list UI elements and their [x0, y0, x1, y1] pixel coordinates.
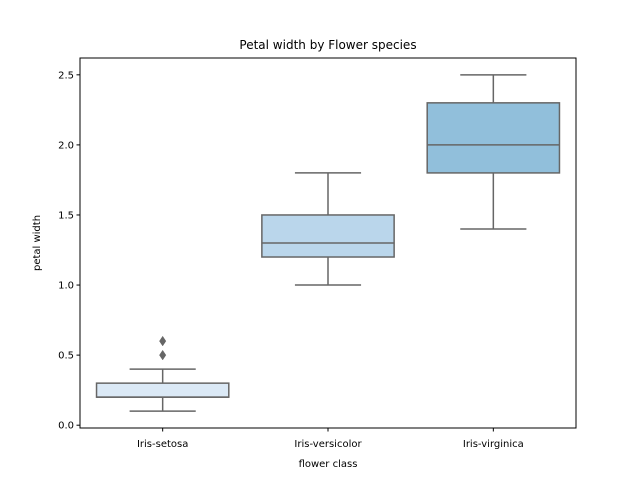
box-iris-virginica — [426, 74, 561, 230]
x-tick-label: Iris-versicolor — [294, 439, 362, 450]
chart-title: Petal width by Flower species — [239, 38, 416, 52]
y-tick-label: 0.5 — [58, 351, 74, 362]
box-body — [95, 382, 230, 398]
x-tick-label: Iris-setosa — [137, 439, 188, 450]
box-body — [261, 214, 395, 258]
y-tick-label: 2.0 — [58, 140, 74, 151]
box-body — [426, 102, 561, 174]
x-axis: Iris-setosa Iris-versicolor Iris-virginica — [137, 428, 524, 450]
box-iris-versicolor — [261, 172, 395, 286]
x-axis-label: flower class — [299, 459, 358, 470]
y-tick-label: 1.0 — [58, 281, 74, 292]
x-tick-label: Iris-virginica — [463, 439, 524, 450]
y-axis-label: petal width — [32, 215, 43, 271]
box-iris-setosa — [95, 335, 230, 412]
y-tick-label: 1.5 — [58, 210, 74, 221]
outlier-point — [159, 349, 167, 361]
outlier-point — [159, 335, 167, 347]
y-axis: 0.0 0.5 1.0 1.5 2.0 2.5 — [58, 70, 80, 432]
y-tick-label: 0.0 — [58, 421, 74, 432]
boxes-group — [95, 74, 561, 412]
y-tick-label: 2.5 — [58, 70, 74, 81]
